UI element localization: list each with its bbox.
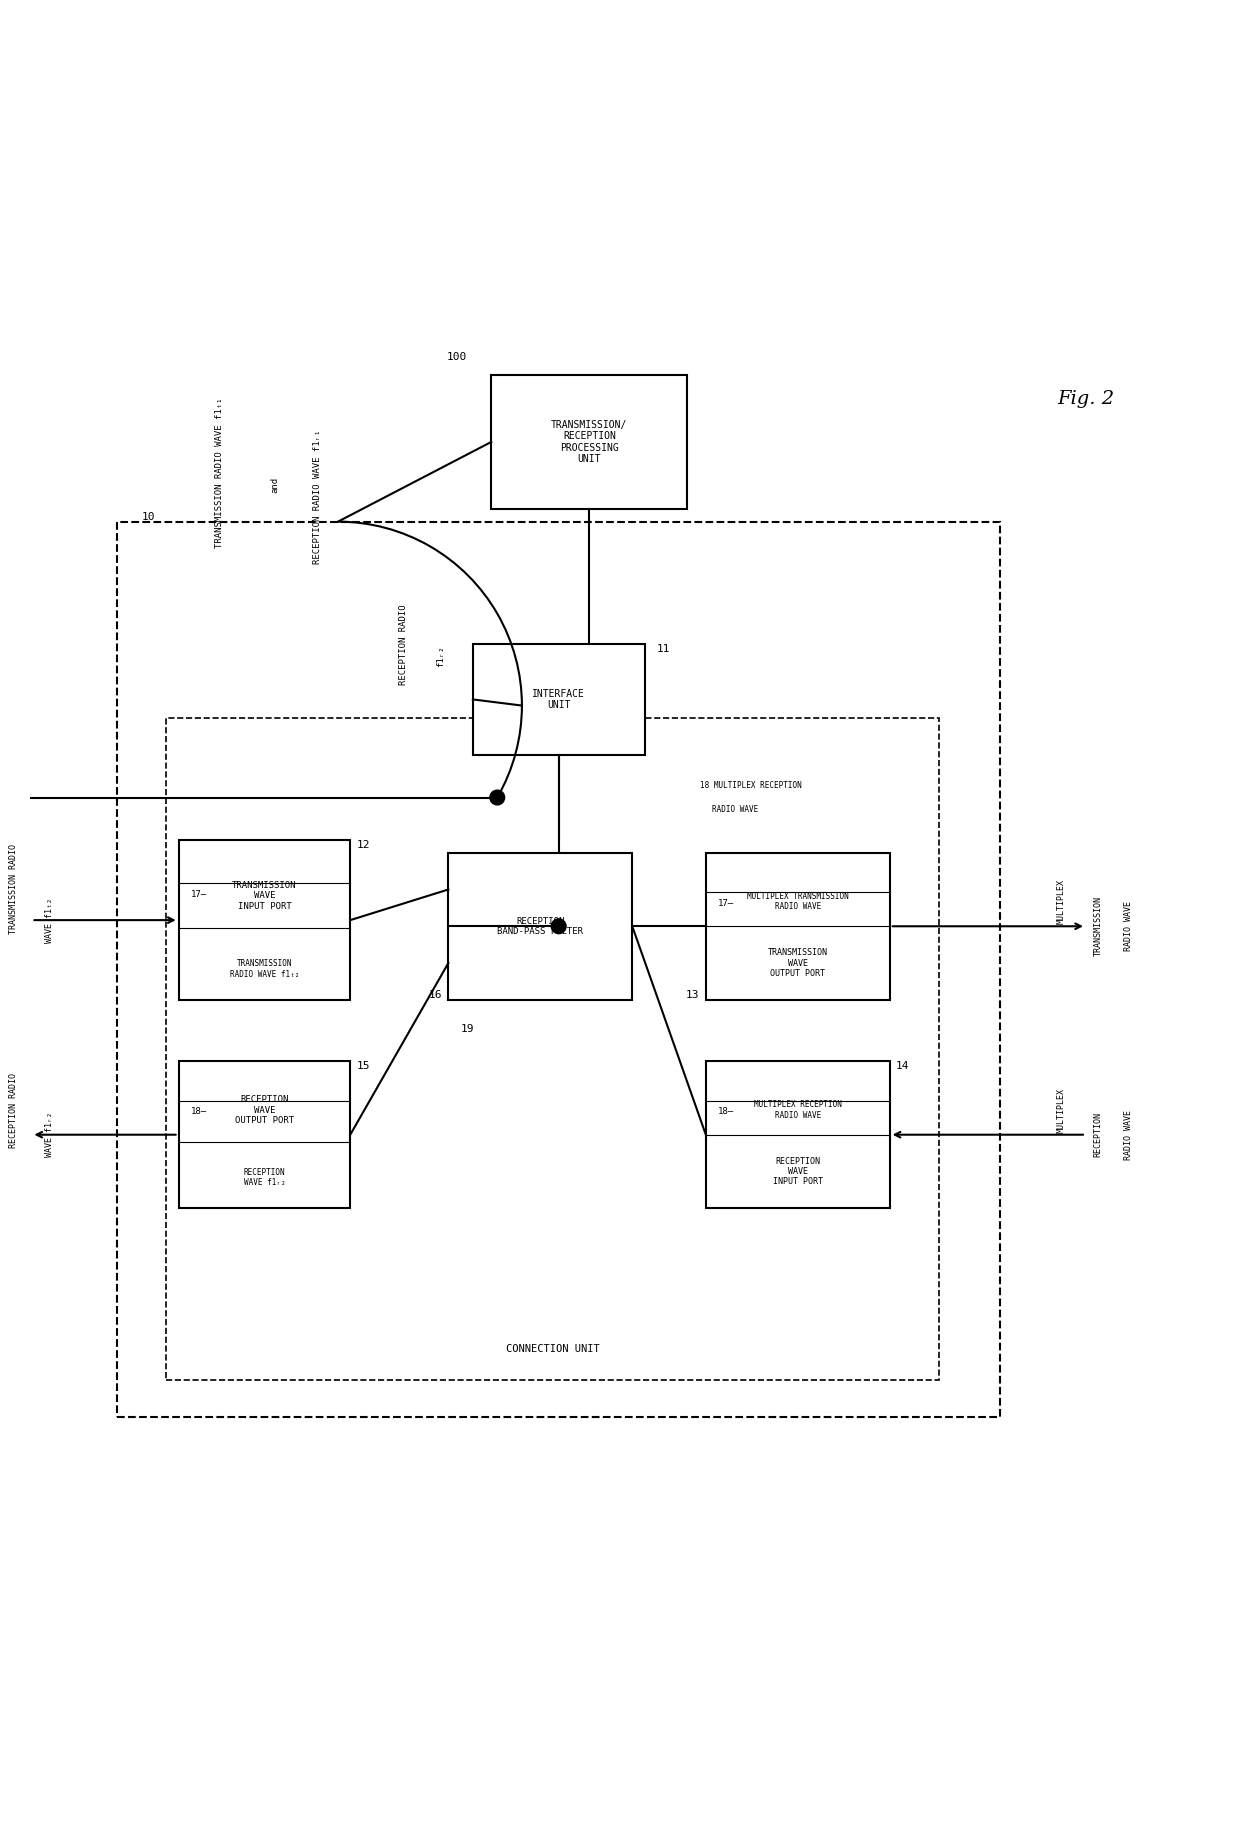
Text: TRANSMISSION
RADIO WAVE f1ₜ₂: TRANSMISSION RADIO WAVE f1ₜ₂	[229, 960, 299, 978]
FancyBboxPatch shape	[491, 375, 687, 510]
Text: RECEPTION: RECEPTION	[1094, 1111, 1102, 1157]
Text: RECEPTION
WAVE
OUTPUT PORT: RECEPTION WAVE OUTPUT PORT	[234, 1095, 294, 1124]
Text: f1ᵣ₂: f1ᵣ₂	[436, 645, 445, 667]
Text: MULTIPLEX RECEPTION
RADIO WAVE: MULTIPLEX RECEPTION RADIO WAVE	[754, 1100, 842, 1121]
Text: WAVE f1ᵣ₂: WAVE f1ᵣ₂	[46, 1111, 55, 1157]
Text: MULTIPLEX TRANSMISSION
RADIO WAVE: MULTIPLEX TRANSMISSION RADIO WAVE	[746, 892, 848, 912]
Text: MULTIPLEX: MULTIPLEX	[1056, 1088, 1066, 1133]
Text: TRANSMISSION
WAVE
INPUT PORT: TRANSMISSION WAVE INPUT PORT	[232, 881, 296, 910]
Text: 11: 11	[657, 643, 671, 654]
Text: 18—: 18—	[718, 1108, 734, 1115]
Text: 12: 12	[356, 841, 370, 850]
FancyBboxPatch shape	[706, 1060, 890, 1208]
Text: TRANSMISSION: TRANSMISSION	[1094, 896, 1102, 956]
Text: RADIO WAVE: RADIO WAVE	[712, 806, 758, 813]
Text: RADIO WAVE: RADIO WAVE	[1125, 1110, 1133, 1159]
Text: 13: 13	[686, 989, 699, 1000]
Text: RADIO WAVE: RADIO WAVE	[1125, 901, 1133, 951]
Text: RECEPTION
WAVE
INPUT PORT: RECEPTION WAVE INPUT PORT	[773, 1157, 823, 1186]
Text: 10: 10	[141, 512, 155, 521]
Circle shape	[552, 919, 565, 934]
Text: RECEPTION
WAVE f1ᵣ₂: RECEPTION WAVE f1ᵣ₂	[243, 1168, 285, 1188]
Text: TRANSMISSION RADIO: TRANSMISSION RADIO	[9, 845, 17, 934]
FancyBboxPatch shape	[449, 852, 632, 1000]
Text: RECEPTION RADIO WAVE f1ᵣ₁: RECEPTION RADIO WAVE f1ᵣ₁	[314, 430, 322, 565]
Text: 15: 15	[356, 1060, 370, 1071]
Text: WAVE f1ₜ₂: WAVE f1ₜ₂	[46, 898, 55, 943]
FancyBboxPatch shape	[179, 1060, 350, 1208]
Text: 100: 100	[446, 353, 466, 362]
Text: 17—: 17—	[718, 899, 734, 907]
Text: RECEPTION RADIO: RECEPTION RADIO	[399, 603, 408, 684]
FancyBboxPatch shape	[472, 643, 645, 755]
Text: 16: 16	[429, 989, 443, 1000]
Text: MULTIPLEX: MULTIPLEX	[1056, 879, 1066, 925]
Text: 18 MULTIPLEX RECEPTION: 18 MULTIPLEX RECEPTION	[699, 781, 801, 790]
Text: TRANSMISSION
WAVE
OUTPUT PORT: TRANSMISSION WAVE OUTPUT PORT	[768, 949, 828, 978]
Text: Fig. 2: Fig. 2	[1058, 389, 1115, 408]
Text: INTERFACE
UNIT: INTERFACE UNIT	[532, 689, 585, 711]
Text: 18—: 18—	[191, 1108, 207, 1115]
Text: TRANSMISSION/
RECEPTION
PROCESSING
UNIT: TRANSMISSION/ RECEPTION PROCESSING UNIT	[551, 420, 627, 464]
Text: RECEPTION
BAND-PASS FILTER: RECEPTION BAND-PASS FILTER	[497, 916, 583, 936]
Text: 14: 14	[895, 1060, 909, 1071]
FancyBboxPatch shape	[179, 841, 350, 1000]
Circle shape	[490, 790, 505, 804]
Text: and: and	[270, 477, 279, 494]
Text: CONNECTION UNIT: CONNECTION UNIT	[506, 1344, 599, 1355]
Text: 17—: 17—	[191, 890, 207, 899]
FancyBboxPatch shape	[706, 852, 890, 1000]
Text: RECEPTION RADIO: RECEPTION RADIO	[9, 1073, 17, 1148]
Text: 19: 19	[460, 1024, 474, 1035]
Text: TRANSMISSION RADIO WAVE f1ₜ₁: TRANSMISSION RADIO WAVE f1ₜ₁	[216, 397, 224, 548]
